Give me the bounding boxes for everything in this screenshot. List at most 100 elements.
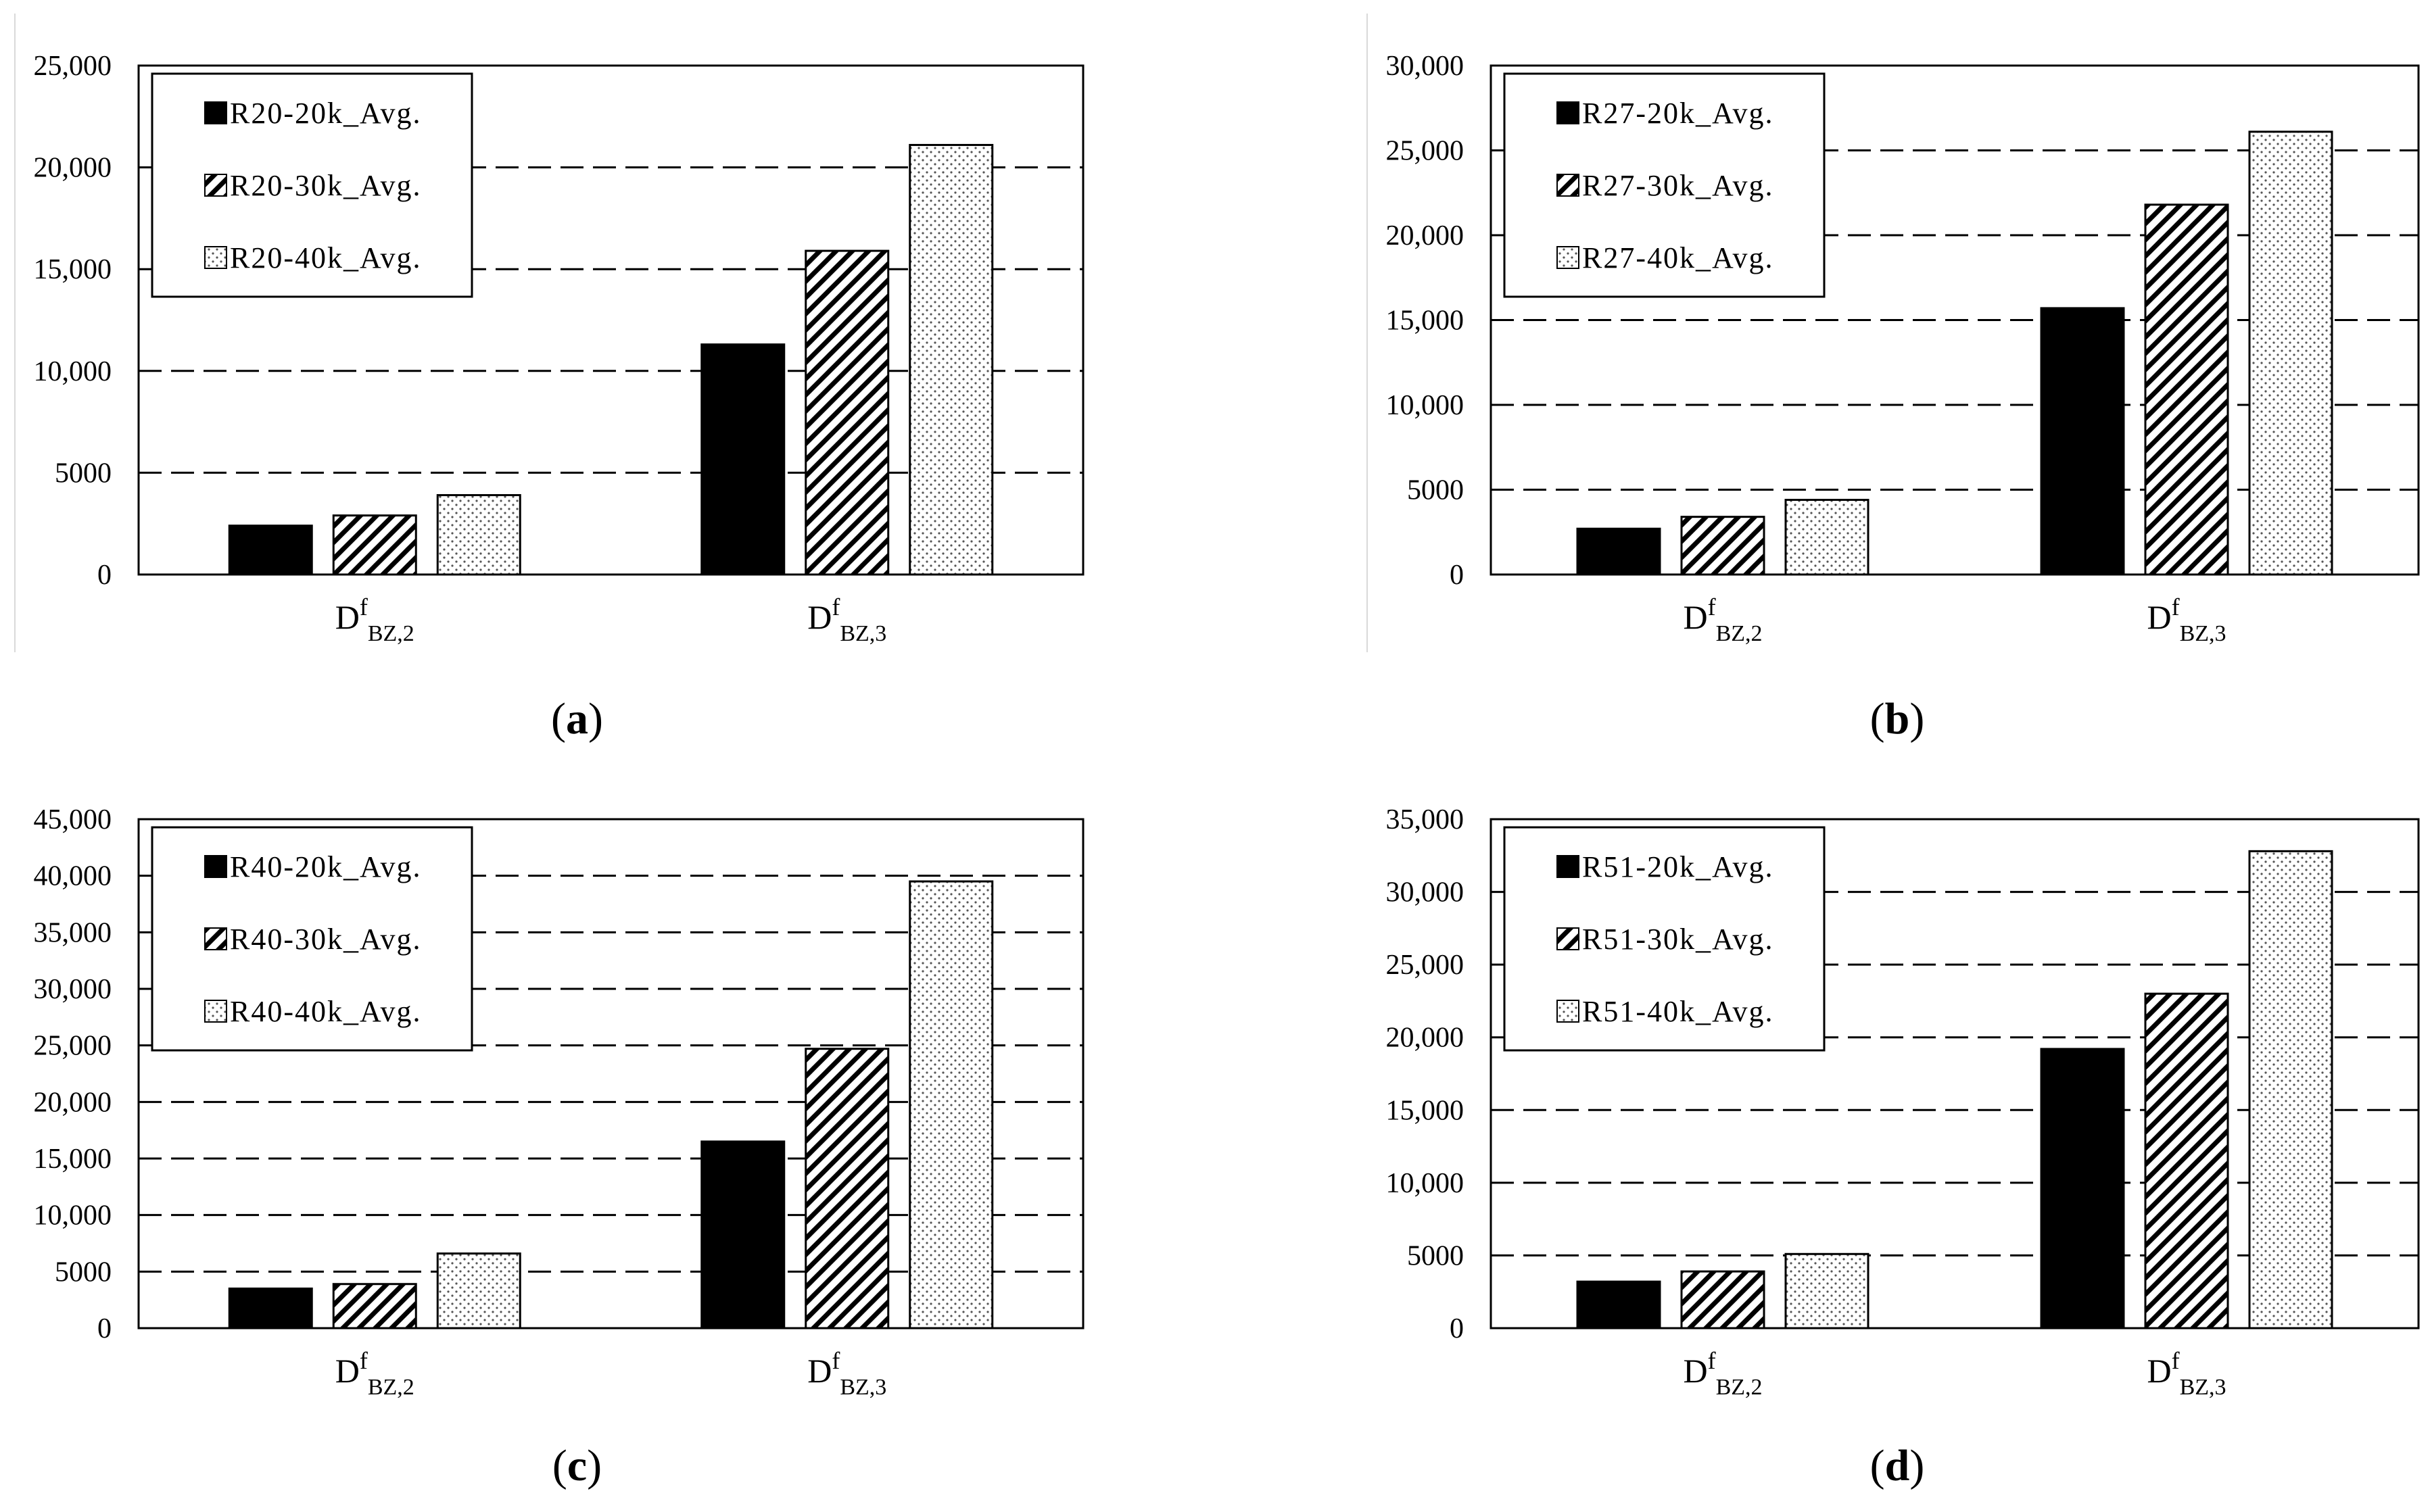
legend-label: R27-40k_Avg. — [1582, 241, 1774, 274]
legend-label: R51-20k_Avg. — [1582, 850, 1774, 883]
bar-r20-30k-avg-cat1 — [332, 514, 417, 576]
legend-swatch — [1556, 855, 1579, 878]
y-tick-label: 30,000 — [1386, 877, 1464, 908]
bar-r51-20k-avg-cat2 — [2040, 1048, 2125, 1330]
category-label: DfBZ,2 — [1683, 593, 1762, 646]
y-tick-label: 25,000 — [34, 51, 112, 82]
y-tick-label: 40,000 — [34, 861, 112, 892]
bar-r27-20k-avg-cat2 — [2040, 307, 2125, 576]
y-tick-label: 45,000 — [34, 804, 112, 835]
y-tick-label: 25,000 — [1386, 950, 1464, 981]
legend-label: R40-30k_Avg. — [230, 923, 422, 956]
bar-r27-30k-avg-cat1 — [1680, 516, 1765, 576]
bar-r20-40k-avg-cat2 — [909, 143, 994, 576]
category-label: DfBZ,3 — [807, 1347, 886, 1400]
y-tick-label: 0 — [1450, 1313, 1464, 1344]
y-tick-label: 20,000 — [1386, 220, 1464, 251]
y-tick-label: 10,000 — [1386, 1168, 1464, 1199]
chart-panel-b: DfBZ,2 DfBZ,3 0 5000 10,000 15,000 20,000 25,00… — [1386, 51, 2420, 743]
bar-r27-30k-avg-cat2 — [2144, 203, 2229, 576]
bar-r40-20k-avg-cat2 — [700, 1140, 786, 1330]
plot-area-border — [137, 818, 1085, 1330]
panel-caption: (b) — [1870, 694, 1925, 743]
y-tick-label: 20,000 — [34, 153, 112, 184]
bar-r40-30k-avg-cat2 — [805, 1048, 890, 1330]
y-tick-label: 0 — [97, 1313, 112, 1344]
y-tick-label: 10,000 — [34, 1200, 112, 1231]
y-tick-label: 5000 — [55, 458, 112, 489]
panel-caption: (d) — [1870, 1441, 1925, 1490]
y-tick-label: 30,000 — [1386, 51, 1464, 82]
legend-label: R20-40k_Avg. — [230, 241, 422, 274]
y-tick-label: 25,000 — [1386, 136, 1464, 167]
legend-label: R40-20k_Avg. — [230, 850, 422, 883]
y-tick-label: 35,000 — [1386, 804, 1464, 835]
legend-swatch — [204, 927, 227, 950]
panel-caption: (c) — [552, 1441, 602, 1490]
legend-swatch — [204, 1000, 227, 1023]
y-tick-label: 15,000 — [1386, 306, 1464, 337]
plot-area-border — [1490, 64, 2420, 576]
category-label: DfBZ,2 — [335, 593, 414, 646]
bar-r27-20k-avg-cat1 — [1576, 527, 1661, 576]
legend-swatch — [204, 246, 227, 269]
legend-swatch — [1556, 1000, 1579, 1023]
legend-label: R20-20k_Avg. — [230, 97, 422, 130]
chart-panel-d: DfBZ,2 DfBZ,3 0 5000 10,000 15,000 20,000 25,00… — [1386, 804, 2420, 1490]
legend-label: R40-40k_Avg. — [230, 995, 422, 1028]
category-label: DfBZ,3 — [2147, 1347, 2226, 1400]
legend-swatch — [1556, 246, 1579, 269]
bar-r20-40k-avg-cat1 — [436, 494, 521, 576]
y-tick-label: 0 — [97, 560, 112, 591]
bar-r40-20k-avg-cat1 — [228, 1287, 313, 1330]
category-label: DfBZ,2 — [1683, 1347, 1762, 1400]
bar-r51-20k-avg-cat1 — [1576, 1280, 1661, 1330]
legend-swatch — [204, 855, 227, 878]
legend-swatch — [1556, 101, 1579, 124]
category-label: DfBZ,3 — [2147, 593, 2226, 646]
chart-panel-a: DfBZ,2 DfBZ,3 0 5000 10,000 15,000 20,000 25,00… — [34, 51, 1085, 743]
y-tick-label: 15,000 — [1386, 1095, 1464, 1126]
y-tick-label: 25,000 — [34, 1031, 112, 1062]
chart-panel-c: DfBZ,2 DfBZ,3 0 5000 10,000 15,000 20,000 25,00… — [34, 804, 1085, 1490]
y-tick-label: 5000 — [1407, 1240, 1464, 1271]
category-label: DfBZ,2 — [335, 1347, 414, 1400]
y-tick-label: 5000 — [1407, 475, 1464, 506]
legend-label: R27-20k_Avg. — [1582, 97, 1774, 130]
y-tick-label: 20,000 — [34, 1087, 112, 1118]
panel-caption: (a) — [551, 694, 603, 743]
y-tick-label: 20,000 — [1386, 1023, 1464, 1054]
legend-swatch — [1556, 927, 1579, 950]
bar-r27-40k-avg-cat1 — [1784, 499, 1869, 576]
y-tick-label: 10,000 — [1386, 390, 1464, 421]
bar-r40-40k-avg-cat1 — [436, 1252, 521, 1330]
legend-label: R51-40k_Avg. — [1582, 995, 1774, 1028]
y-tick-label: 35,000 — [34, 917, 112, 948]
bar-r51-30k-avg-cat2 — [2144, 992, 2229, 1330]
legend-swatch — [204, 174, 227, 197]
y-tick-label: 0 — [1450, 560, 1464, 591]
y-tick-label: 15,000 — [34, 254, 112, 285]
y-tick-label: 30,000 — [34, 974, 112, 1005]
category-label: DfBZ,3 — [807, 593, 886, 646]
legend-swatch — [1556, 174, 1579, 197]
legend-label: R20-30k_Avg. — [230, 169, 422, 202]
bar-r20-20k-avg-cat1 — [228, 525, 313, 576]
bar-r27-40k-avg-cat2 — [2248, 130, 2333, 576]
plot-area-border — [1490, 818, 2420, 1330]
bar-r40-30k-avg-cat1 — [332, 1283, 417, 1330]
legend-label: R27-30k_Avg. — [1582, 169, 1774, 202]
bar-r20-20k-avg-cat2 — [700, 343, 786, 576]
legend-swatch — [204, 101, 227, 124]
legend-label: R51-30k_Avg. — [1582, 923, 1774, 956]
bar-r51-40k-avg-cat2 — [2248, 850, 2333, 1330]
bar-r20-30k-avg-cat2 — [805, 249, 890, 576]
bar-r51-40k-avg-cat1 — [1784, 1252, 1869, 1330]
plot-area-border — [137, 64, 1085, 576]
y-tick-label: 15,000 — [34, 1144, 112, 1175]
y-tick-label: 5000 — [55, 1257, 112, 1288]
bar-r40-40k-avg-cat2 — [909, 880, 994, 1330]
y-tick-label: 10,000 — [34, 356, 112, 387]
bar-r51-30k-avg-cat1 — [1680, 1270, 1765, 1330]
